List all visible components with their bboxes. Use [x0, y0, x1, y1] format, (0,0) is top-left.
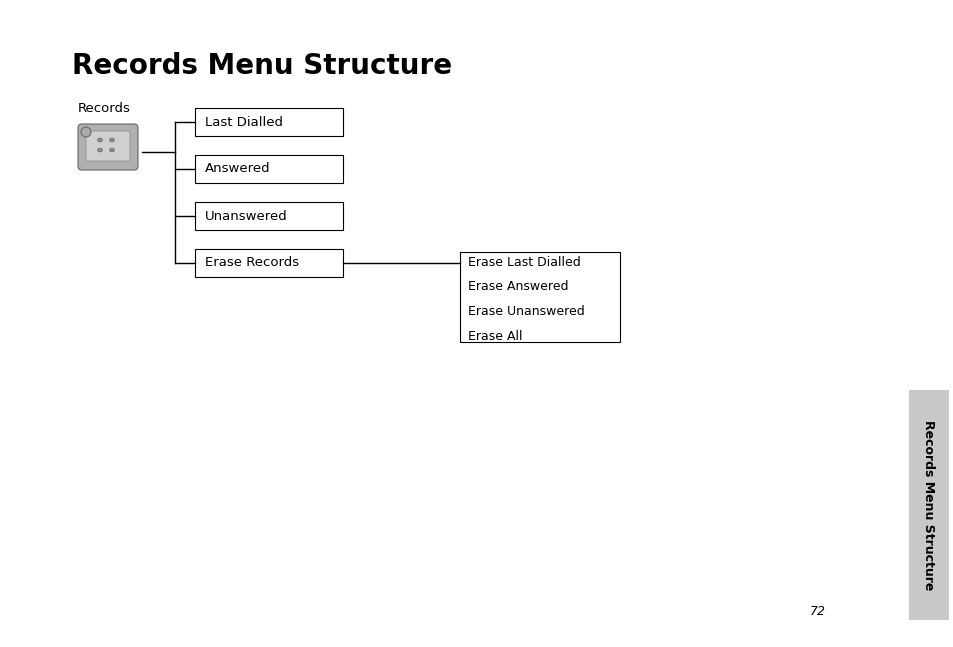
- Text: Erase All: Erase All: [468, 329, 522, 342]
- FancyBboxPatch shape: [908, 390, 948, 620]
- Text: Unanswered: Unanswered: [205, 210, 288, 223]
- Text: Erase Answered: Erase Answered: [468, 280, 568, 293]
- Ellipse shape: [81, 127, 91, 137]
- FancyBboxPatch shape: [194, 202, 343, 230]
- Text: Records: Records: [78, 102, 131, 115]
- Text: 72: 72: [809, 605, 825, 618]
- FancyBboxPatch shape: [459, 252, 619, 342]
- Text: Answered: Answered: [205, 162, 271, 175]
- FancyBboxPatch shape: [86, 131, 130, 161]
- Ellipse shape: [97, 148, 102, 152]
- FancyBboxPatch shape: [194, 249, 343, 277]
- Text: Erase Records: Erase Records: [205, 256, 299, 270]
- FancyBboxPatch shape: [194, 155, 343, 183]
- Ellipse shape: [97, 138, 102, 142]
- Ellipse shape: [110, 138, 114, 142]
- Text: Erase Unanswered: Erase Unanswered: [468, 305, 584, 318]
- Text: Erase Last Dialled: Erase Last Dialled: [468, 256, 580, 269]
- Text: Last Dialled: Last Dialled: [205, 116, 283, 129]
- FancyBboxPatch shape: [78, 124, 138, 170]
- FancyBboxPatch shape: [194, 108, 343, 136]
- Text: Records Menu Structure: Records Menu Structure: [922, 420, 935, 590]
- Ellipse shape: [110, 148, 114, 152]
- Text: Records Menu Structure: Records Menu Structure: [71, 52, 452, 80]
